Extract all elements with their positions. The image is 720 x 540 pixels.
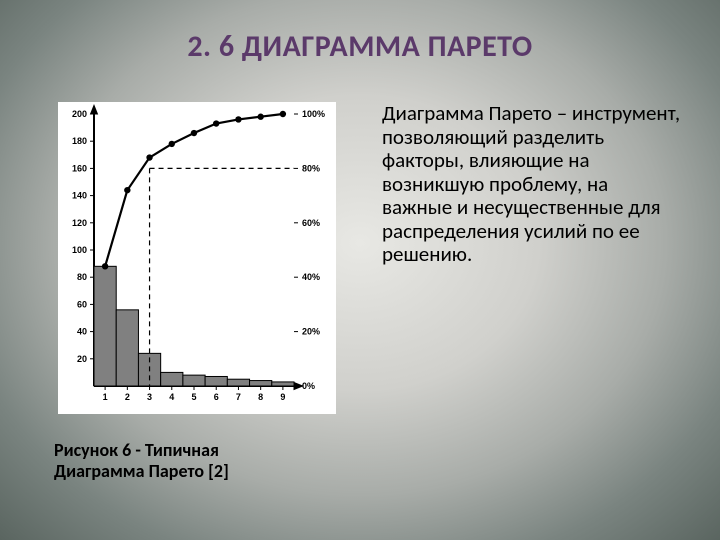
svg-text:6: 6	[214, 392, 219, 402]
svg-text:160: 160	[72, 163, 87, 173]
svg-text:200: 200	[72, 109, 87, 119]
svg-text:7: 7	[236, 392, 241, 402]
svg-text:5: 5	[191, 392, 196, 402]
svg-text:9: 9	[280, 392, 285, 402]
svg-text:8: 8	[258, 392, 263, 402]
svg-text:60: 60	[77, 299, 87, 309]
svg-text:20%: 20%	[302, 327, 320, 337]
figure-caption: Рисунок 6 - Типичная Диаграмма Парето [2…	[54, 440, 274, 481]
svg-text:4: 4	[169, 392, 174, 402]
svg-text:20: 20	[77, 354, 87, 364]
pareto-chart: 20 40 60 80 100 120 140 160 180 200 0% 20% 40% 60% 80%…	[58, 102, 336, 414]
svg-text:100: 100	[72, 245, 87, 255]
svg-text:120: 120	[72, 218, 87, 228]
svg-text:80: 80	[77, 272, 87, 282]
description-text: Диаграмма Парето – инструмент, позволяющ…	[382, 102, 682, 267]
svg-text:180: 180	[72, 136, 87, 146]
svg-text:60%: 60%	[302, 218, 320, 228]
svg-text:40%: 40%	[302, 272, 320, 282]
svg-text:3: 3	[147, 392, 152, 402]
svg-text:40: 40	[77, 327, 87, 337]
svg-text:100%: 100%	[302, 109, 325, 119]
svg-text:1: 1	[103, 392, 108, 402]
svg-text:140: 140	[72, 191, 87, 201]
slide-title: 2. 6 ДИАГРАММА ПАРЕТО	[0, 28, 720, 65]
svg-text:2: 2	[125, 392, 130, 402]
svg-text:0%: 0%	[302, 381, 315, 391]
svg-text:80%: 80%	[302, 163, 320, 173]
pareto-chart-svg: 20 40 60 80 100 120 140 160 180 200 0% 20% 40% 60% 80%…	[58, 102, 336, 414]
